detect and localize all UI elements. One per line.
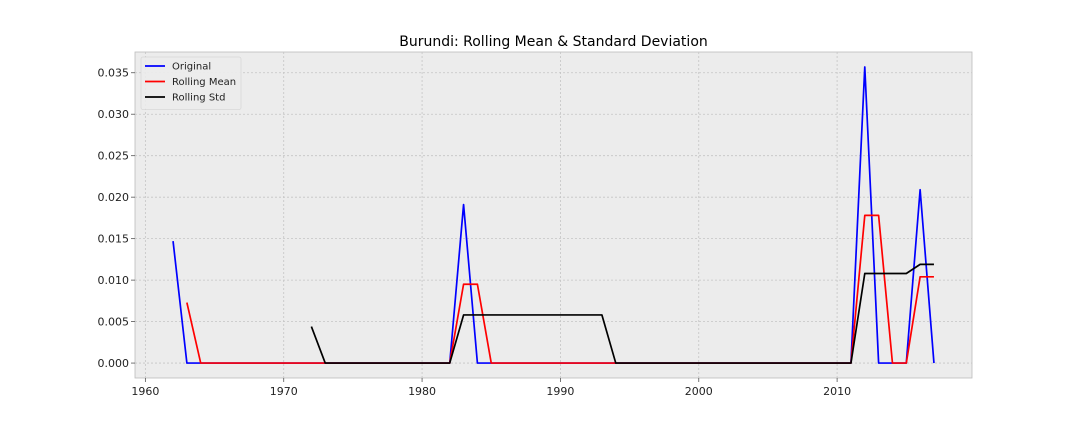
plot-area bbox=[134, 51, 973, 379]
legend-label: Rolling Std bbox=[172, 93, 225, 104]
y-tick-label: 0.015 bbox=[98, 233, 130, 246]
x-tick-label: 2000 bbox=[685, 385, 713, 398]
legend-label: Original bbox=[172, 62, 211, 73]
x-tick-label: 2010 bbox=[823, 385, 851, 398]
y-tick-label: 0.000 bbox=[98, 357, 130, 370]
legend-label: Rolling Mean bbox=[172, 77, 236, 88]
chart-title: Burundi: Rolling Mean & Standard Deviati… bbox=[399, 34, 708, 50]
y-tick-label: 0.030 bbox=[98, 108, 130, 121]
legend-box bbox=[140, 56, 242, 110]
series-line-rolling-std bbox=[310, 263, 934, 364]
legend: Original Rolling Mean Rolling Std bbox=[140, 56, 242, 110]
x-tick-label: 1970 bbox=[270, 385, 298, 398]
y-tick-label: 0.010 bbox=[98, 274, 130, 287]
y-tick-label: 0.005 bbox=[98, 316, 130, 329]
y-tick-label: 0.035 bbox=[98, 67, 130, 80]
axis-ticks: 1960 1970 1980 1990 2000 2010 0.000 0.005 0.010 0… bbox=[98, 67, 852, 398]
x-tick-label: 1960 bbox=[131, 385, 159, 398]
y-tick-label: 0.025 bbox=[98, 150, 130, 163]
y-tick-label: 0.020 bbox=[98, 191, 130, 204]
series-lines bbox=[172, 66, 935, 364]
x-tick-label: 1990 bbox=[546, 385, 574, 398]
x-tick-label: 1980 bbox=[408, 385, 436, 398]
